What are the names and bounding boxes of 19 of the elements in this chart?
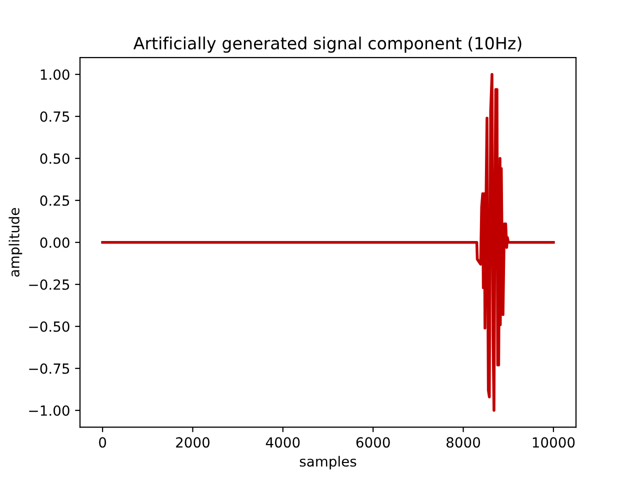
y-tick-label: 1.00 [40,69,70,80]
x-axis-title: samples [300,456,356,470]
y-tick-label: 0.25 [40,195,70,206]
x-tick-label: 2000 [176,437,210,448]
y-axis-title: amplitude [8,208,22,277]
line-series [101,73,555,412]
y-tick-label: 0.00 [40,237,70,248]
y-tick-label: 0.50 [40,153,70,164]
y-tick-label: 0.75 [40,111,70,122]
x-tick-label: 6000 [356,437,390,448]
y-tick-label: −0.75 [29,363,70,374]
y-tick-label: −1.00 [29,405,70,416]
y-tick-label: −0.25 [29,279,70,290]
y-tick-label: −0.50 [29,321,70,332]
x-tick-label: 8000 [446,437,480,448]
x-tick-label: 4000 [266,437,300,448]
chart-title: Artificially generated signal component (10Hz) [133,36,522,53]
x-tick-label: 0 [99,437,106,448]
x-tick-label: 10000 [532,437,575,448]
